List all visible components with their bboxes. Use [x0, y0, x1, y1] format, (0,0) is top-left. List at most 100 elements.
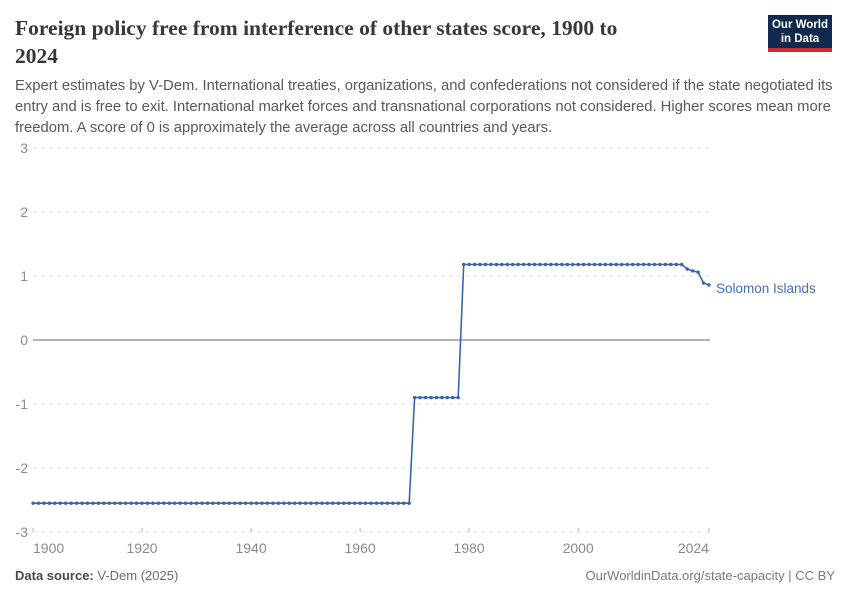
data-point-1990[interactable] [521, 262, 526, 267]
data-point-1954[interactable] [325, 501, 330, 505]
data-point-2022[interactable] [696, 270, 700, 274]
data-point-1969[interactable] [407, 501, 411, 505]
data-point-1930[interactable] [194, 501, 199, 505]
data-point-1988[interactable] [511, 262, 515, 267]
data-point-1925[interactable] [167, 501, 171, 505]
data-point-1911[interactable] [91, 501, 95, 505]
data-point-1924[interactable] [162, 501, 166, 505]
data-point-2010[interactable] [631, 262, 635, 267]
data-point-1918[interactable] [129, 501, 133, 505]
data-point-1909[interactable] [80, 501, 84, 505]
data-point-1986[interactable] [500, 262, 504, 267]
data-point-2006[interactable] [609, 262, 613, 267]
data-point-2018[interactable] [674, 262, 678, 267]
data-point-1907[interactable] [69, 501, 73, 505]
data-point-2009[interactable] [625, 262, 629, 267]
data-point-2001[interactable] [581, 262, 586, 267]
line-chart-canvas[interactable]: -3 -2 -1 0 1 2 3 1900 1920 1940 1960 1980 2000 2024 [0, 140, 850, 565]
data-point-1942[interactable] [260, 501, 264, 505]
data-point-1901[interactable] [36, 501, 41, 505]
data-point-2004[interactable] [598, 262, 602, 267]
series-label-solomon-islands[interactable]: Solomon Islands [716, 281, 816, 296]
data-point-1906[interactable] [63, 501, 68, 505]
data-point-2000[interactable] [576, 262, 580, 267]
data-point-1912[interactable] [96, 501, 101, 505]
license-note[interactable]: OurWorldinData.org/state-capacity | CC B… [585, 568, 835, 583]
data-point-1982[interactable] [478, 262, 482, 267]
data-point-1917[interactable] [124, 501, 128, 505]
data-point-1908[interactable] [74, 501, 79, 505]
data-point-1933[interactable] [211, 501, 215, 505]
data-point-1941[interactable] [254, 501, 259, 505]
data-point-1991[interactable] [527, 262, 531, 267]
data-point-1949[interactable] [298, 501, 302, 505]
data-point-1993[interactable] [538, 262, 542, 267]
data-point-1919[interactable] [134, 501, 139, 505]
data-point-1950[interactable] [303, 501, 308, 505]
data-point-1916[interactable] [118, 501, 122, 505]
data-point-1973[interactable] [429, 395, 433, 400]
data-point-1966[interactable] [391, 501, 395, 505]
data-point-1914[interactable] [107, 501, 112, 505]
data-point-1956[interactable] [336, 501, 340, 505]
data-point-1974[interactable] [434, 395, 439, 400]
data-point-1913[interactable] [102, 501, 106, 505]
data-point-1936[interactable] [227, 501, 231, 505]
data-point-2013[interactable] [647, 262, 651, 267]
data-point-2024[interactable] [707, 283, 711, 287]
data-point-1980[interactable] [467, 262, 471, 267]
data-point-2007[interactable] [614, 262, 618, 267]
data-point-1946[interactable] [282, 501, 286, 505]
data-point-1904[interactable] [53, 501, 57, 505]
data-point-1943[interactable] [265, 501, 270, 505]
data-point-1951[interactable] [309, 501, 313, 505]
data-point-2023[interactable] [701, 281, 706, 285]
data-point-1959[interactable] [352, 501, 357, 505]
data-point-1903[interactable] [47, 501, 52, 505]
data-point-1953[interactable] [320, 501, 324, 505]
data-point-2021[interactable] [690, 269, 695, 273]
data-point-1940[interactable] [249, 501, 253, 505]
data-point-1996[interactable] [554, 262, 559, 267]
data-point-1934[interactable] [216, 501, 221, 505]
data-point-1971[interactable] [418, 395, 422, 400]
data-point-1972[interactable] [423, 395, 428, 400]
data-point-1967[interactable] [396, 501, 400, 505]
data-point-2012[interactable] [641, 262, 646, 267]
data-point-1983[interactable] [483, 262, 488, 267]
data-point-1994[interactable] [543, 262, 548, 267]
data-point-1948[interactable] [293, 501, 297, 505]
data-point-1978[interactable] [456, 395, 460, 400]
data-point-1920[interactable] [140, 501, 144, 505]
data-point-1984[interactable] [489, 262, 493, 267]
data-point-1958[interactable] [347, 501, 351, 505]
series-line-solomon-islands[interactable] [32, 263, 710, 505]
data-point-1970[interactable] [412, 395, 417, 400]
data-point-2017[interactable] [669, 262, 673, 267]
data-point-2011[interactable] [636, 262, 640, 267]
data-point-1979[interactable] [462, 262, 466, 267]
data-point-1981[interactable] [472, 262, 477, 267]
data-point-1927[interactable] [178, 501, 182, 505]
data-point-1922[interactable] [151, 501, 155, 505]
data-point-1962[interactable] [369, 501, 373, 505]
data-point-1957[interactable] [342, 501, 346, 505]
data-point-1938[interactable] [238, 501, 242, 505]
data-point-2002[interactable] [587, 262, 591, 267]
data-point-1928[interactable] [183, 501, 188, 505]
data-point-2019[interactable] [680, 262, 684, 267]
data-point-1987[interactable] [505, 262, 509, 267]
data-point-1900[interactable] [31, 501, 35, 505]
data-point-2020[interactable] [685, 267, 689, 271]
data-point-2015[interactable] [658, 262, 662, 267]
data-point-1945[interactable] [276, 501, 280, 505]
data-point-1915[interactable] [113, 501, 117, 505]
data-point-1931[interactable] [200, 501, 204, 505]
data-point-1935[interactable] [222, 501, 226, 505]
data-point-1955[interactable] [331, 501, 335, 505]
data-point-1960[interactable] [358, 501, 362, 505]
data-point-2003[interactable] [592, 262, 597, 267]
data-point-1926[interactable] [173, 501, 177, 505]
data-point-2005[interactable] [603, 262, 608, 267]
data-point-1975[interactable] [440, 395, 444, 400]
